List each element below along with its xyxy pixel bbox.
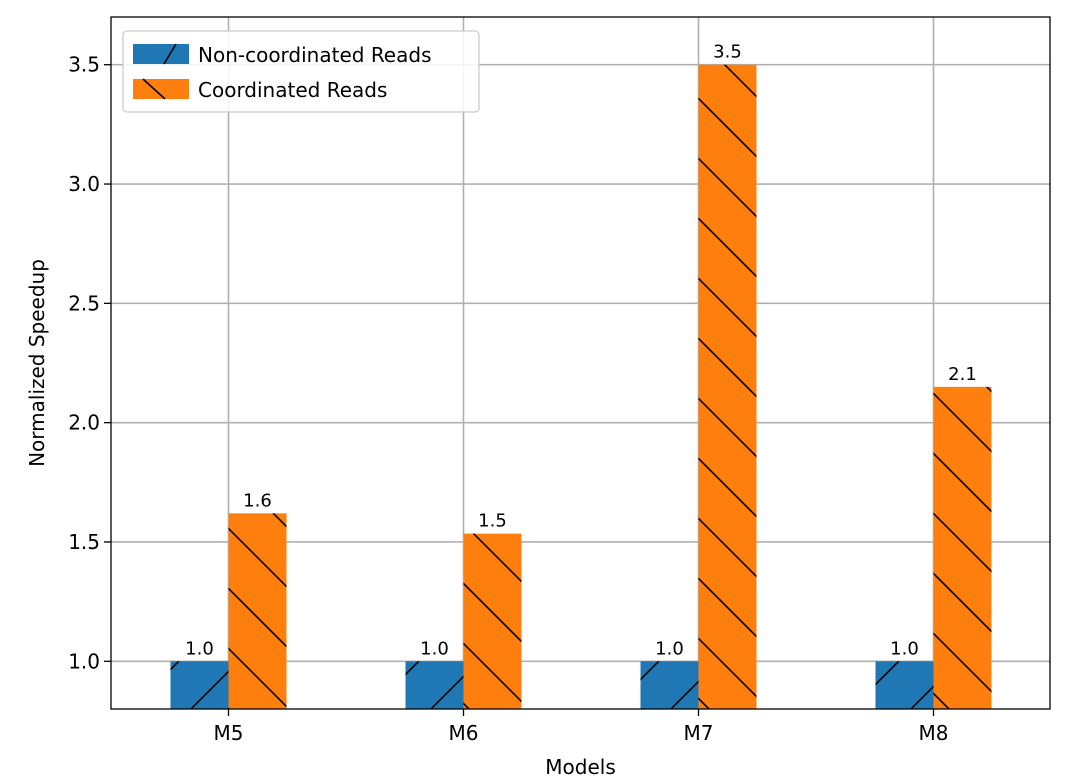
y-tick-label: 3.0 bbox=[68, 172, 100, 196]
bar-value-label: 1.0 bbox=[655, 638, 684, 659]
y-tick-label: 3.5 bbox=[68, 53, 100, 77]
bar-coordinated-m8 bbox=[933, 386, 992, 709]
x-tick-label: M8 bbox=[919, 721, 949, 745]
bar-coordinated-m7 bbox=[698, 64, 757, 709]
bar-value-label: 1.0 bbox=[890, 638, 919, 659]
legend-label: Non-coordinated Reads bbox=[198, 43, 432, 67]
bar-non-coordinated-m7 bbox=[640, 661, 699, 709]
y-axis-label: Normalized Speedup bbox=[25, 259, 49, 467]
bar-non-coordinated-m6 bbox=[405, 661, 464, 709]
x-tick-label: M6 bbox=[449, 721, 479, 745]
bar-value-label: 3.5 bbox=[713, 42, 742, 63]
x-axis-label: Models bbox=[545, 755, 615, 779]
bar-value-label: 1.6 bbox=[243, 490, 272, 511]
bars bbox=[170, 64, 992, 709]
plot-frame bbox=[110, 16, 1051, 710]
legend-hatch bbox=[142, 78, 166, 100]
bar-non-coordinated-m5 bbox=[170, 661, 229, 709]
bar-non-coordinated-m8 bbox=[875, 661, 934, 709]
legend: Non-coordinated Reads Coordinated Reads bbox=[122, 30, 480, 113]
bar-value-label: 1.0 bbox=[185, 638, 214, 659]
y-tick-label: 2.0 bbox=[68, 411, 100, 435]
bar-coordinated-m5 bbox=[228, 513, 287, 709]
data-labels: 1.0 1.0 1.0 1.0 1.6 1.5 3.5 2.1 bbox=[185, 42, 977, 660]
bar-value-label: 2.1 bbox=[948, 364, 977, 385]
legend-hatch bbox=[163, 43, 177, 65]
legend-box bbox=[122, 30, 480, 113]
y-tick-label: 2.5 bbox=[68, 291, 100, 315]
bar-value-label: 1.0 bbox=[420, 638, 449, 659]
bar-coordinated-m6 bbox=[463, 533, 522, 709]
bar-value-label: 1.5 bbox=[478, 511, 507, 532]
x-tick-label: M5 bbox=[214, 721, 244, 745]
y-tick-label: 1.5 bbox=[68, 530, 100, 554]
x-tick-label: M7 bbox=[684, 721, 714, 745]
legend-label: Coordinated Reads bbox=[198, 78, 387, 102]
y-tick-label: 1.0 bbox=[68, 649, 100, 673]
ticks: 1.0 1.5 2.0 2.5 3.0 3.5 M5 M6 M7 M8 bbox=[68, 53, 948, 745]
legend-swatch bbox=[133, 79, 189, 99]
legend-swatch bbox=[133, 44, 189, 64]
